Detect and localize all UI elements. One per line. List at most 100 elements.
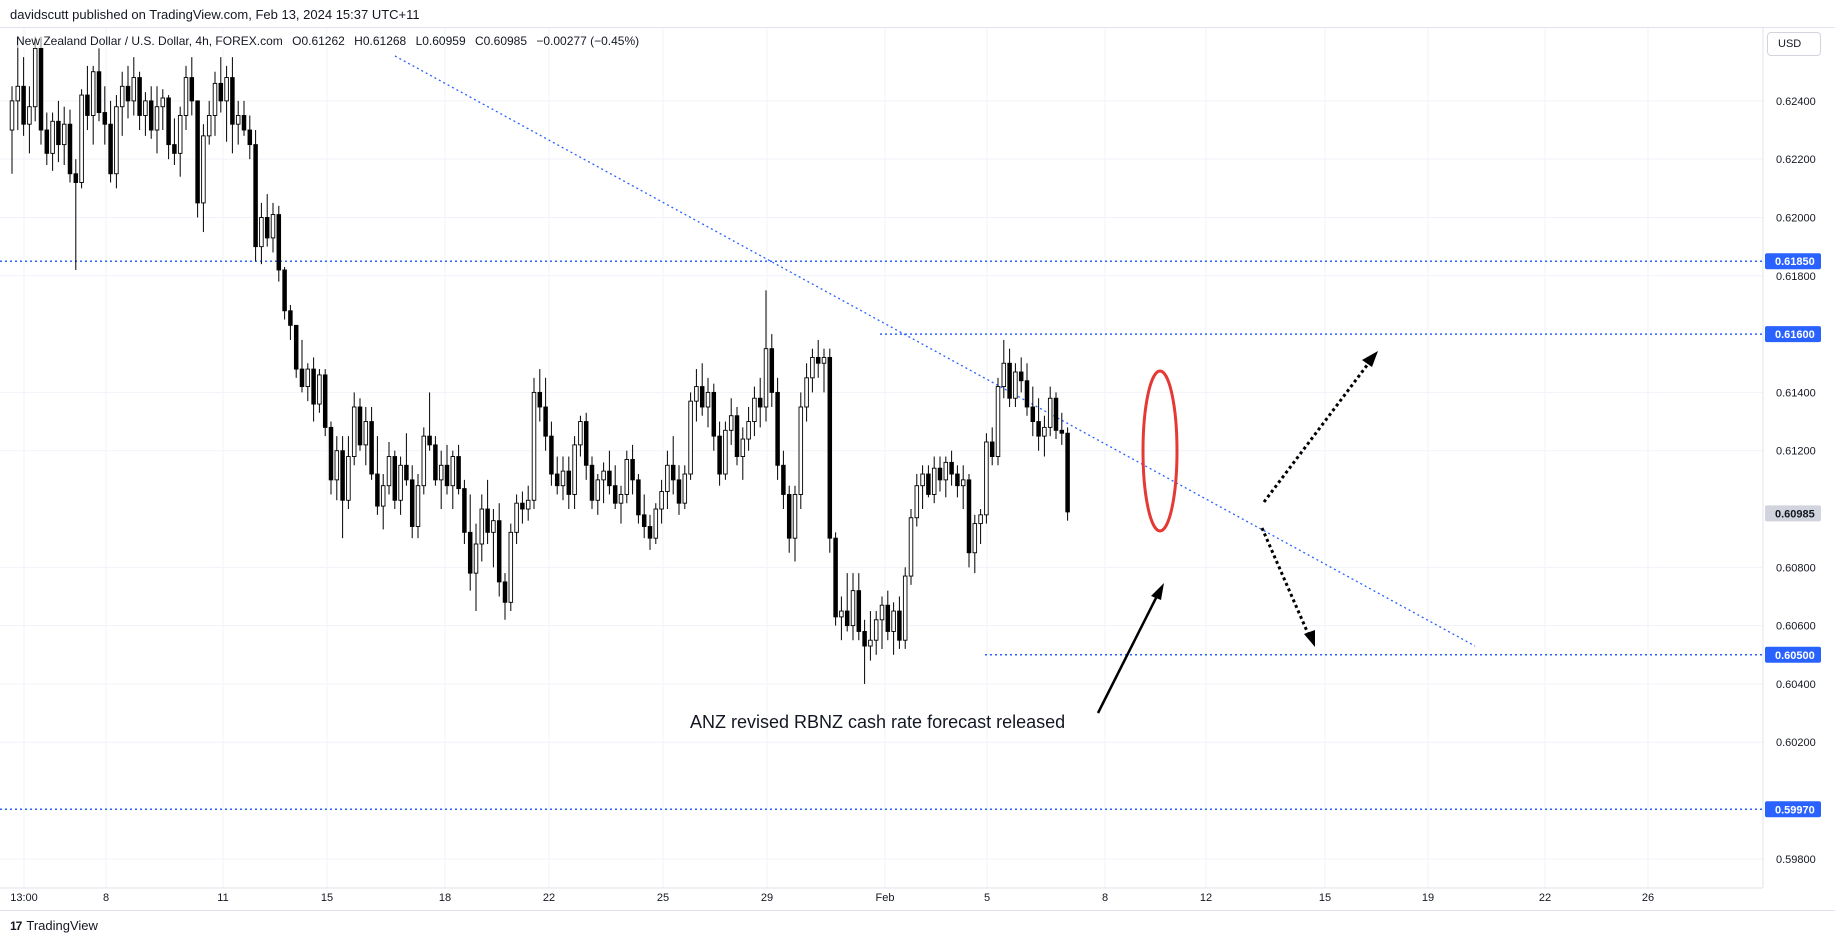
candle-73 <box>433 436 438 486</box>
symbol-name[interactable]: New Zealand Dollar / U.S. Dollar, 4h, FO… <box>16 34 283 48</box>
time-tick-label-6: 25 <box>657 892 669 904</box>
candle-105 <box>618 485 624 524</box>
time-axis[interactable]: 13:00 8 11 15 18 22 25 29 Feb 5 8 12 15 19 22 26 <box>10 892 1654 904</box>
candle-40 <box>241 100 247 136</box>
candle-155 <box>908 509 914 585</box>
svg-text:0.61600: 0.61600 <box>1775 329 1815 341</box>
candle-168 <box>984 433 989 524</box>
candle-143 <box>839 596 844 641</box>
candle-87 <box>514 494 519 544</box>
time-tick-label-7: 29 <box>761 892 773 904</box>
candle-12 <box>79 89 84 189</box>
candle-9 <box>61 106 67 166</box>
candle-78 <box>462 479 467 544</box>
time-tick-label-3: 15 <box>321 892 333 904</box>
candle-55 <box>328 421 334 495</box>
candle-27 <box>166 95 171 160</box>
candle-146 <box>856 573 862 641</box>
candle-47 <box>282 267 287 320</box>
candle-114 <box>670 436 676 495</box>
currency-button[interactable]: USD <box>1767 32 1821 56</box>
time-tick-label-5: 22 <box>543 892 555 904</box>
candle-20 <box>125 65 131 119</box>
candle-14 <box>90 65 96 145</box>
candle-176 <box>1030 386 1036 437</box>
candle-5 <box>38 36 44 145</box>
candle-77 <box>456 444 461 495</box>
candle-21 <box>131 57 137 116</box>
candle-157 <box>920 465 925 510</box>
candle-62 <box>369 406 374 480</box>
candle-179 <box>1047 386 1053 437</box>
candle-142 <box>833 532 838 626</box>
candle-138 <box>810 348 815 393</box>
candle-42 <box>253 130 258 262</box>
candle-7 <box>50 112 55 171</box>
candle-96 <box>566 456 572 510</box>
candle-41 <box>247 115 253 160</box>
candle-98 <box>578 415 583 457</box>
candle-175 <box>1024 363 1030 416</box>
candle-109 <box>641 494 647 539</box>
candle-52 <box>311 357 316 422</box>
candle-81 <box>479 494 485 562</box>
candle-103 <box>607 450 612 495</box>
candle-106 <box>624 450 630 504</box>
candle-39 <box>235 100 241 145</box>
candle-99 <box>583 412 589 480</box>
time-tick-label-11: 12 <box>1200 892 1212 904</box>
candle-18 <box>114 95 119 189</box>
price-axis[interactable]: 0.62400 0.62200 0.62000 0.61800 0.61400 0.612… <box>1776 96 1816 866</box>
candle-97 <box>572 436 577 510</box>
candle-38 <box>230 57 235 154</box>
level-price-label-4: 0.59970 <box>1765 801 1821 818</box>
high-value: H0.61268 <box>354 34 407 48</box>
trend-line[interactable] <box>394 55 1476 647</box>
candle-16 <box>102 86 108 145</box>
candle-171 <box>1001 339 1007 399</box>
candle-141 <box>827 348 833 553</box>
projection-down-arrow <box>1260 527 1315 647</box>
price-chart[interactable]: 0.62400 0.62200 0.62000 0.61800 0.61400 0.612… <box>0 28 1835 910</box>
candle-127 <box>746 406 751 451</box>
candle-180 <box>1053 392 1059 440</box>
candle-84 <box>496 503 502 597</box>
candle-35 <box>212 71 218 136</box>
candle-22 <box>137 71 142 131</box>
candle-34 <box>206 100 212 145</box>
candle-177 <box>1036 398 1041 451</box>
candle-104 <box>612 465 618 510</box>
candle-117 <box>688 392 693 480</box>
candle-101 <box>595 474 601 515</box>
candle-126 <box>740 427 746 480</box>
candle-11 <box>73 159 79 270</box>
candle-51 <box>305 363 311 402</box>
horizontal-levels <box>0 260 1763 811</box>
time-tick-label-8: Feb <box>876 892 895 904</box>
candle-79 <box>467 494 473 591</box>
tradingview-brand[interactable]: 17 TradingView <box>10 918 98 933</box>
candle-53 <box>317 369 322 413</box>
tradingview-logo-icon: 17 <box>10 918 22 933</box>
candle-93 <box>549 421 554 486</box>
candle-68 <box>404 433 409 486</box>
candle-102 <box>601 462 606 504</box>
candle-156 <box>914 474 920 527</box>
candle-134 <box>786 485 792 553</box>
candle-158 <box>926 465 931 498</box>
candle-26 <box>160 89 166 131</box>
candle-144 <box>844 573 850 632</box>
candle-1 <box>15 36 21 131</box>
price-tick-label-5: 0.61200 <box>1776 446 1816 458</box>
time-tick-label-0: 13:00 <box>10 892 38 904</box>
candle-74 <box>438 450 444 510</box>
candle-161 <box>943 456 949 498</box>
candle-135 <box>792 485 798 562</box>
time-tick-label-1: 8 <box>103 892 109 904</box>
candle-149 <box>873 611 879 655</box>
candle-3 <box>27 86 32 154</box>
annotation-arrow <box>1096 583 1164 714</box>
candle-115 <box>676 465 682 515</box>
candle-60 <box>357 398 363 451</box>
candle-50 <box>299 339 305 393</box>
